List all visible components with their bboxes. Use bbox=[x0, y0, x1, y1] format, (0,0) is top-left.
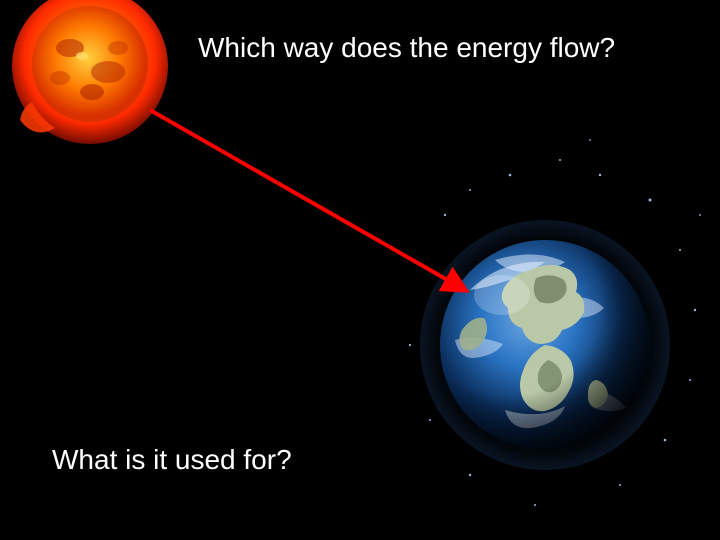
question-top: Which way does the energy flow? bbox=[198, 32, 615, 64]
question-bottom: What is it used for? bbox=[52, 444, 292, 476]
